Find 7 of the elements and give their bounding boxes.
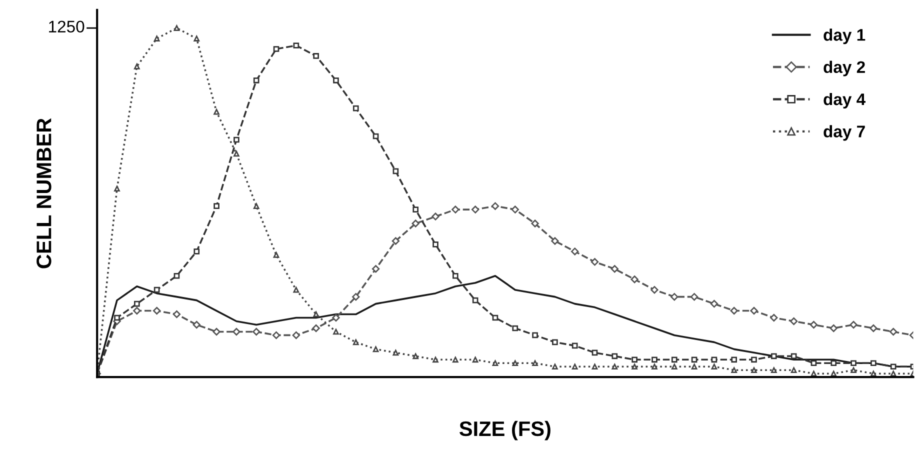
legend-label: day 1 [824,28,866,44]
text: 1250 [49,20,84,33]
legend-label: day 7 [824,125,865,141]
legend-label: day 4 [824,92,866,109]
legend-label: day 2 [824,60,865,76]
y-axis-title: CELL NUMBER [36,118,52,268]
x-axis-title: SIZE (FS) [459,420,550,440]
